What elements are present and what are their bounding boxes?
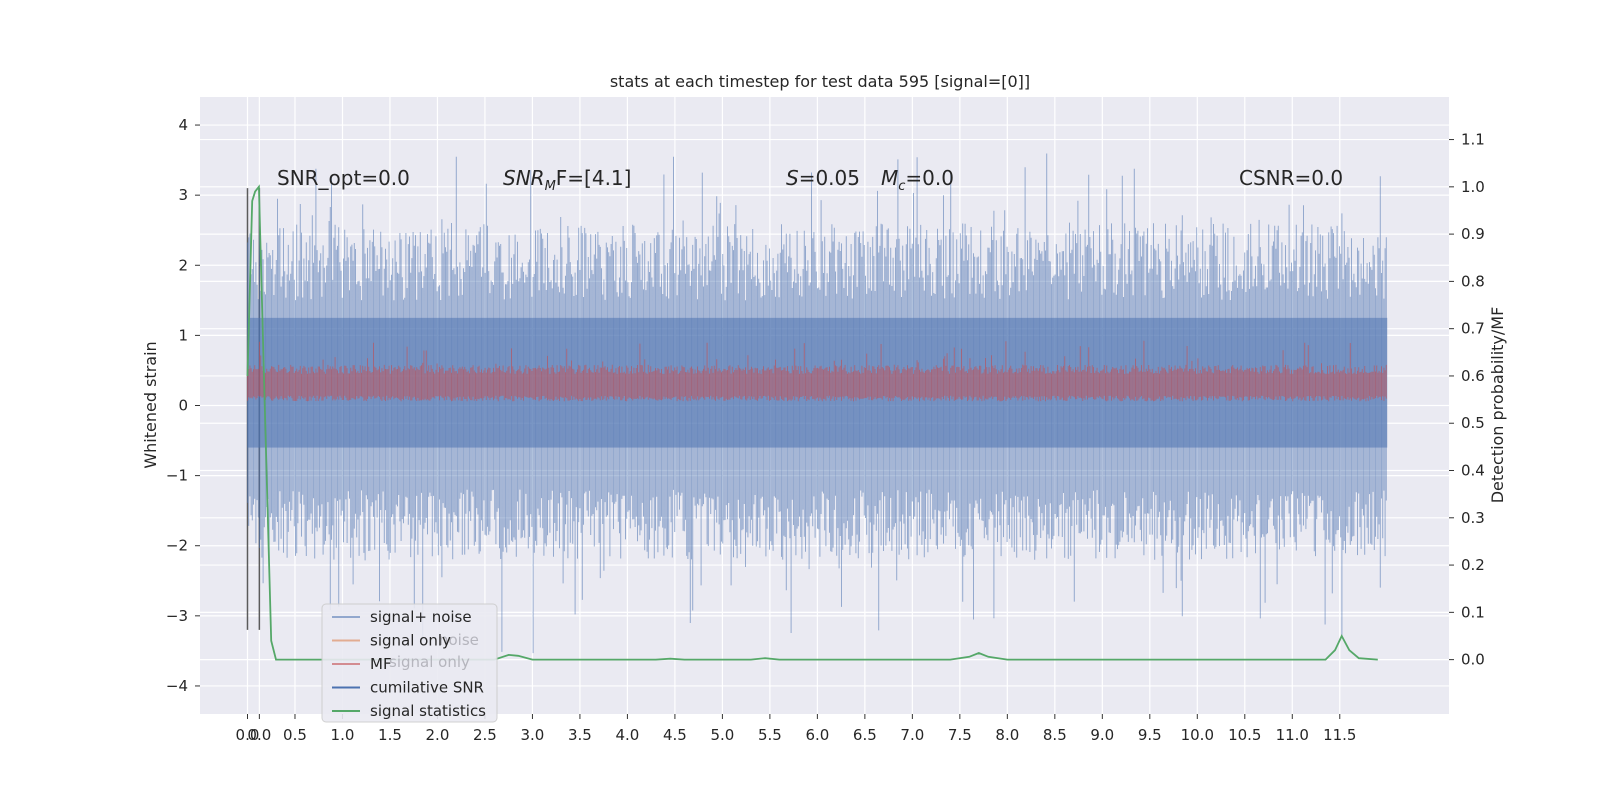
x-tick-label: 8.0	[995, 726, 1019, 744]
y2-tick-label: 0.4	[1461, 462, 1485, 480]
legend-ghost-signal-only: signal only	[389, 653, 470, 671]
chart-title: stats at each timestep for test data 595…	[610, 72, 1030, 91]
x-tick-label: 4.0	[615, 726, 639, 744]
y2-tick-label: 0.8	[1461, 272, 1485, 290]
y2-tick-label: 0.3	[1461, 509, 1485, 527]
x-tick-label: 7.5	[948, 726, 972, 744]
y2-tick-label: 1.0	[1461, 178, 1485, 196]
x-tick-label: 3.5	[568, 726, 592, 744]
annotation-snr-opt: SNR_opt=0.0	[277, 166, 410, 190]
x-tick-label: 8.5	[1043, 726, 1067, 744]
y2-tick-label: 0.5	[1461, 414, 1485, 432]
annotation-csnr: CSNR=0.0	[1239, 166, 1343, 190]
annotation-mc: Mc=0.0	[881, 166, 954, 194]
x-tick-label: 10.5	[1228, 726, 1261, 744]
y2-tick-label: 0.1	[1461, 603, 1485, 621]
y2-tick-label: 0.2	[1461, 556, 1485, 574]
y2-axis-ticks: 0.0 0.1 0.2 0.3 0.4 0.5 0.6 0.7 0.8 0.9 1.0 1.1	[1449, 131, 1485, 669]
x-tick-label: 0.0	[247, 726, 271, 744]
annotation-snr-mf: SNRMF=[4.1]	[503, 166, 631, 194]
x-tick-label: 2.5	[473, 726, 497, 744]
y2-axis-label: Detection probability/MF	[1488, 307, 1507, 504]
y-tick-label: 4	[178, 116, 188, 134]
x-tick-label: 9.5	[1138, 726, 1162, 744]
legend-label: signal only	[370, 632, 451, 650]
x-tick-label: 9.0	[1090, 726, 1114, 744]
annotation-s: S=0.05	[786, 166, 860, 190]
x-tick-label: 3.0	[521, 726, 545, 744]
legend-box	[321, 603, 498, 723]
x-tick-label: 1.0	[331, 726, 355, 744]
x-tick-label: 6.0	[805, 726, 829, 744]
x-tick-label: 2.0	[426, 726, 450, 744]
signal-statistics-line	[246, 184, 1378, 661]
y-axis-label: Whitened strain	[141, 341, 160, 468]
x-tick-label: 4.5	[663, 726, 687, 744]
y2-tick-label: 0.9	[1461, 225, 1485, 243]
x-tick-label: 6.5	[853, 726, 877, 744]
legend-label: signal+ noise	[370, 608, 472, 626]
x-tick-label: 5.5	[758, 726, 782, 744]
x-tick-label: 7.0	[900, 726, 924, 744]
x-tick-label: 10.0	[1181, 726, 1214, 744]
x-tick-label: 1.5	[378, 726, 402, 744]
mf-trace	[247, 340, 1387, 402]
y-tick-label: 0	[178, 397, 188, 415]
series-mf	[247, 340, 1387, 402]
legend-label: cumilative SNR	[370, 679, 484, 697]
y-tick-label: 2	[178, 256, 188, 274]
legend-label: MF	[370, 655, 392, 673]
y2-tick-label: 1.1	[1461, 131, 1485, 149]
y-axis-ticks: −4 −3 −2 −1 0 1 2 3 4	[166, 116, 200, 695]
y2-tick-label: 0.0	[1461, 651, 1485, 669]
y2-tick-label: 0.6	[1461, 367, 1485, 385]
x-tick-label: 0.5	[283, 726, 307, 744]
x-tick-label: 11.5	[1323, 726, 1356, 744]
y-tick-label: 1	[178, 326, 188, 344]
legend-ghost-noise: noise	[439, 631, 479, 649]
y-tick-label: −3	[166, 607, 188, 625]
series-signal-statistics	[246, 184, 1378, 661]
y-tick-label: −2	[166, 537, 188, 555]
x-tick-label: 5.0	[710, 726, 734, 744]
y-tick-label: 3	[178, 186, 188, 204]
x-axis-ticks: 0.00.0 0.5 1.0 1.5 2.0 2.5 3.0 3.5 4.0 4.5 5.0 5.5 6…	[236, 714, 1356, 744]
y-tick-label: −1	[166, 467, 188, 485]
y2-tick-label: 0.7	[1461, 320, 1485, 338]
y-tick-label: −4	[166, 677, 188, 695]
x-tick-label: 0.0	[236, 726, 260, 744]
x-tick-label: 11.0	[1276, 726, 1309, 744]
legend-label: signal statistics	[370, 702, 486, 720]
annotations: SNR_opt=0.0 SNRMF=[4.1] S=0.05 Mc=0.0 CS…	[277, 166, 1343, 194]
